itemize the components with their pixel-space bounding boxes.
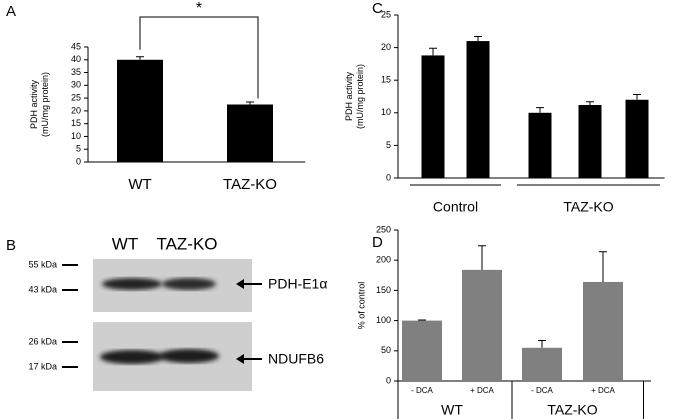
marker-label: 43 kDa <box>28 284 57 294</box>
significance-label: * <box>196 0 202 17</box>
y-tick-label: 0 <box>386 172 391 182</box>
band <box>100 350 164 364</box>
bar <box>578 104 602 178</box>
error-bar <box>633 94 641 100</box>
band <box>102 278 162 290</box>
error-bar <box>586 101 594 105</box>
y-tick-label: 20 <box>71 105 81 115</box>
band <box>159 349 219 363</box>
protein-label: NDUFB6 <box>268 351 324 367</box>
error-bar <box>536 107 544 113</box>
y-tick-label: 30 <box>71 80 81 90</box>
arrow-head <box>236 279 244 364</box>
y-tick-label: 40 <box>71 54 81 64</box>
y-axis-label: % of control <box>356 282 366 330</box>
band <box>162 278 216 290</box>
y-tick-label: 5 <box>76 144 81 154</box>
panel-label: B <box>6 237 16 254</box>
group-label: WT <box>441 402 463 418</box>
error-bar <box>599 251 607 282</box>
bar <box>522 347 562 381</box>
y-tick-label: 10 <box>381 107 391 117</box>
lane-label: WT <box>112 234 138 253</box>
y-axis-label: PDH activity <box>29 80 39 130</box>
y-tick-label: 5 <box>386 140 391 150</box>
bar <box>117 59 163 162</box>
x-tick-label: WT <box>128 176 151 193</box>
error-bar <box>474 36 482 42</box>
marker-label: 17 kDa <box>28 361 57 371</box>
y-tick-label: 45 <box>71 41 81 51</box>
significance-bracket <box>139 16 259 99</box>
y-axis-label: (mU/mg protein) <box>355 64 365 129</box>
error-bar <box>418 319 426 321</box>
bar <box>227 104 273 162</box>
panel-label: C <box>372 0 383 17</box>
bar <box>466 41 490 178</box>
y-tick-label: 15 <box>71 118 81 128</box>
marker-label: 55 kDa <box>28 259 57 269</box>
x-tick-label: TAZ-KO <box>223 176 277 193</box>
error-bar <box>246 101 254 105</box>
bar <box>625 99 649 178</box>
y-tick-label: 100 <box>376 315 391 325</box>
bar <box>462 269 502 381</box>
x-tick-label: + DCA <box>591 386 615 395</box>
y-tick-label: 20 <box>381 42 391 52</box>
y-tick-label: 25 <box>71 92 81 102</box>
x-tick-label: + DCA <box>470 386 494 395</box>
error-bar <box>538 340 546 348</box>
group-label: TAZ-KO <box>563 199 613 215</box>
group-label: TAZ-KO <box>547 402 597 418</box>
y-tick-label: 250 <box>376 224 391 234</box>
error-bar <box>429 47 437 56</box>
y-tick-label: 15 <box>381 75 391 85</box>
bar <box>528 112 552 178</box>
protein-label: PDH-E1α <box>268 276 327 292</box>
y-tick-label: 35 <box>71 67 81 77</box>
error-bar <box>136 56 144 60</box>
x-tick-label: - DCA <box>411 386 433 395</box>
y-tick-label: 200 <box>376 255 391 265</box>
y-tick-label: 25 <box>381 9 391 19</box>
panel-label: A <box>6 3 16 20</box>
y-tick-label: 0 <box>76 156 81 166</box>
y-axis-label: (mU/mg protein) <box>40 72 50 137</box>
y-tick-label: 10 <box>71 131 81 141</box>
lane-label: TAZ-KO <box>156 234 217 253</box>
bar <box>402 320 442 381</box>
group-label: Control <box>433 199 478 215</box>
marker-label: 26 kDa <box>28 336 57 346</box>
bar <box>421 55 445 179</box>
panel-label: D <box>372 234 383 251</box>
y-tick-label: 150 <box>376 285 391 295</box>
error-bar <box>478 245 486 270</box>
y-tick-label: 50 <box>381 345 391 355</box>
bar <box>583 281 623 381</box>
y-tick-label: 0 <box>386 375 391 385</box>
y-axis-label: PDH activity <box>344 72 354 122</box>
x-tick-label: - DCA <box>531 386 553 395</box>
